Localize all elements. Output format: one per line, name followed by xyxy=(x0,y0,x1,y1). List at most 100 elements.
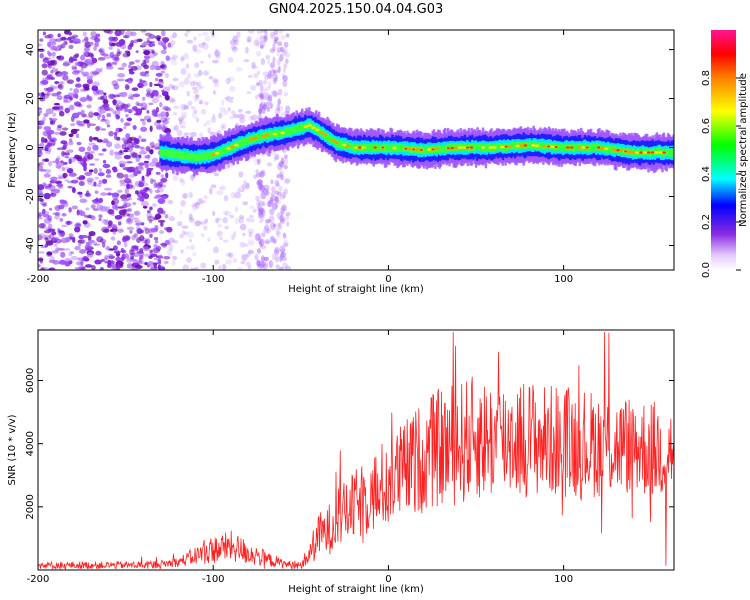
noise-speck xyxy=(70,251,74,255)
noise-speck xyxy=(114,153,122,160)
noise-speck xyxy=(136,250,144,254)
noise-speck xyxy=(133,210,141,216)
noise-speck xyxy=(180,179,186,186)
streak-speck xyxy=(259,92,263,99)
noise-speck xyxy=(43,112,49,118)
noise-speck xyxy=(152,179,156,183)
ridge-peak xyxy=(361,146,366,149)
noise-speck xyxy=(199,132,203,139)
noise-speck xyxy=(172,255,178,261)
noise-speck xyxy=(163,38,169,43)
noise-speck xyxy=(44,237,49,240)
ridge-peak xyxy=(453,146,459,150)
noise-speck xyxy=(62,62,70,67)
noise-speck xyxy=(106,192,115,196)
noise-speck xyxy=(238,171,244,178)
noise-speck xyxy=(147,227,155,234)
noise-speck xyxy=(200,200,207,204)
noise-speck xyxy=(45,240,54,246)
noise-speck xyxy=(151,90,159,97)
streak-speck xyxy=(255,50,262,57)
noise-speck xyxy=(245,46,249,54)
noise-speck xyxy=(88,231,96,237)
noise-speck xyxy=(203,194,208,200)
noise-speck xyxy=(104,219,109,223)
streak-speck xyxy=(283,41,289,48)
noise-speck xyxy=(114,214,123,220)
streak-speck xyxy=(279,252,285,261)
noise-speck xyxy=(194,94,200,98)
streak-speck xyxy=(285,33,290,38)
noise-speck xyxy=(154,143,161,148)
noise-speck xyxy=(98,218,102,221)
noise-speck xyxy=(192,44,198,52)
noise-speck xyxy=(96,139,103,143)
noise-speck xyxy=(80,63,85,70)
noise-speck xyxy=(118,129,122,132)
noise-speck xyxy=(54,80,60,85)
streak-speck xyxy=(280,217,286,224)
ridge-peak xyxy=(381,146,385,149)
ridge-peak xyxy=(523,144,528,147)
streak-speck xyxy=(283,91,289,97)
noise-speck xyxy=(185,63,190,69)
streak-speck xyxy=(266,106,270,112)
noise-speck xyxy=(116,264,121,267)
noise-speck xyxy=(222,239,229,243)
streak-speck xyxy=(277,57,281,66)
noise-speck xyxy=(41,79,49,85)
noise-speck xyxy=(182,264,190,270)
noise-speck xyxy=(186,39,194,44)
noise-speck xyxy=(241,183,247,190)
noise-speck xyxy=(245,110,252,114)
noise-speck xyxy=(156,119,162,124)
noise-speck xyxy=(148,255,153,259)
noise-speck xyxy=(160,221,164,227)
noise-speck xyxy=(181,225,189,229)
noise-speck xyxy=(101,258,110,262)
noise-speck xyxy=(100,51,106,56)
noise-speck xyxy=(40,136,46,144)
noise-speck xyxy=(84,58,92,65)
noise-speck xyxy=(72,34,79,38)
noise-speck xyxy=(232,113,240,119)
chart-title: GN04.2025.150.04.04.G03 xyxy=(268,2,444,17)
noise-speck xyxy=(159,230,165,235)
noise-speck xyxy=(213,79,220,84)
noise-speck xyxy=(205,119,211,126)
ridge-peak xyxy=(635,151,640,154)
noise-speck xyxy=(169,56,176,62)
noise-speck xyxy=(134,144,141,149)
streak-speck xyxy=(265,189,270,197)
streak-speck xyxy=(283,63,287,68)
noise-speck xyxy=(61,212,67,217)
y-tick-label: -40 xyxy=(25,237,36,253)
noise-speck xyxy=(51,41,57,46)
noise-speck xyxy=(115,127,120,134)
noise-speck xyxy=(146,212,153,219)
streak-speck xyxy=(279,170,284,178)
noise-speck xyxy=(61,127,69,131)
noise-speck xyxy=(48,183,52,188)
noise-speck xyxy=(74,70,81,73)
streak-speck xyxy=(271,202,278,211)
noise-speck xyxy=(183,231,189,236)
noise-speck xyxy=(124,147,130,150)
streak-speck xyxy=(279,53,284,62)
streak-speck xyxy=(257,159,261,165)
noise-speck xyxy=(116,240,121,246)
ridge-peak xyxy=(530,144,536,147)
noise-speck xyxy=(147,153,151,161)
noise-speck xyxy=(186,72,192,80)
streak-speck xyxy=(254,233,261,242)
noise-speck xyxy=(248,249,253,254)
noise-speck xyxy=(221,125,226,130)
streak-speck xyxy=(256,259,262,267)
noise-speck xyxy=(192,251,197,257)
noise-speck xyxy=(95,126,101,132)
noise-speck xyxy=(143,49,151,56)
noise-speck xyxy=(180,200,186,207)
noise-speck xyxy=(68,172,77,177)
noise-speck xyxy=(94,176,100,180)
streak-speck xyxy=(260,191,267,200)
